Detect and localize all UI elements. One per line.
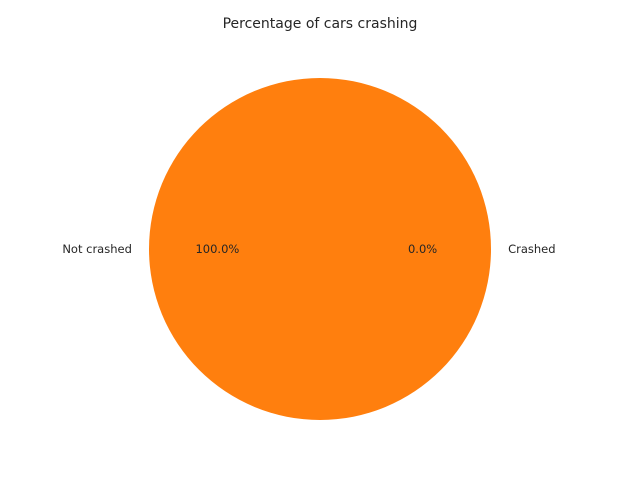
pie-slice-not-crashed [149, 78, 491, 420]
slice-pct-not-crashed: 100.0% [195, 242, 239, 256]
slice-pct-crashed: 0.0% [408, 242, 437, 256]
pie-slices [149, 78, 491, 420]
chart-title: Percentage of cars crashing [223, 16, 418, 32]
slice-label-not-crashed: Not crashed [62, 242, 132, 256]
pie-labels: Crashed 0.0% Not crashed 100.0% [62, 242, 555, 256]
slice-label-crashed: Crashed [508, 242, 555, 256]
